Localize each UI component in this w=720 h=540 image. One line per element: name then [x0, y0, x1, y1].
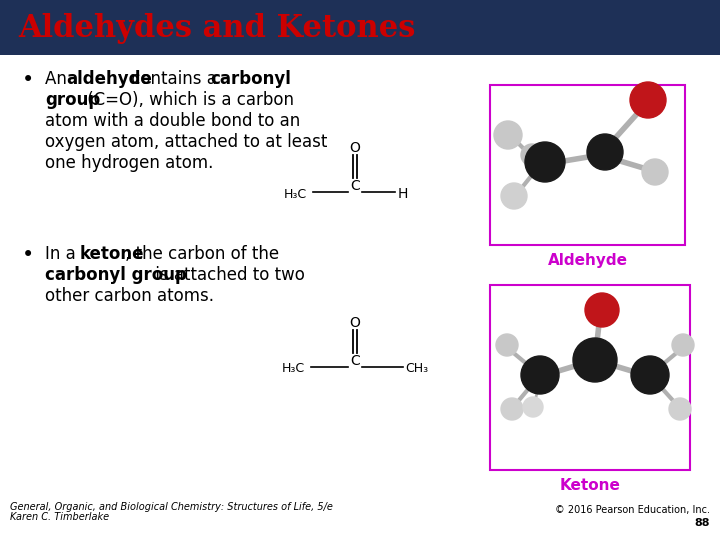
Text: H₃C: H₃C	[284, 187, 307, 200]
Text: C: C	[350, 179, 360, 193]
Text: oxygen atom, attached to at least: oxygen atom, attached to at least	[45, 133, 328, 151]
Text: carbonyl group: carbonyl group	[45, 266, 187, 284]
Text: •: •	[22, 70, 35, 90]
Text: An: An	[45, 70, 72, 88]
Circle shape	[672, 334, 694, 356]
Circle shape	[496, 334, 518, 356]
Circle shape	[631, 356, 669, 394]
Text: ketone: ketone	[80, 245, 145, 263]
Text: O: O	[350, 316, 361, 330]
Text: is attached to two: is attached to two	[150, 266, 305, 284]
Text: atom with a double bond to an: atom with a double bond to an	[45, 112, 300, 130]
Circle shape	[587, 134, 623, 170]
Text: (C=O), which is a carbon: (C=O), which is a carbon	[83, 91, 294, 109]
Text: General, Organic, and Biological Chemistry: Structures of Life, 5/e: General, Organic, and Biological Chemist…	[10, 502, 333, 512]
Text: other carbon atoms.: other carbon atoms.	[45, 287, 214, 305]
Circle shape	[525, 142, 565, 182]
Circle shape	[494, 121, 522, 149]
Bar	[490, 85, 685, 245]
Text: Aldehyde: Aldehyde	[547, 253, 628, 268]
Text: Ketone: Ketone	[559, 478, 621, 493]
Circle shape	[521, 144, 543, 166]
Text: contains a: contains a	[126, 70, 222, 88]
Text: one hydrogen atom.: one hydrogen atom.	[45, 154, 213, 172]
Text: © 2016 Pearson Education, Inc.: © 2016 Pearson Education, Inc.	[555, 505, 710, 515]
Text: Aldehydes and Ketones: Aldehydes and Ketones	[18, 12, 415, 44]
Circle shape	[521, 356, 559, 394]
Circle shape	[573, 338, 617, 382]
Text: O: O	[350, 141, 361, 155]
Text: , the carbon of the: , the carbon of the	[125, 245, 279, 263]
Text: aldehyde: aldehyde	[66, 70, 152, 88]
Text: In a: In a	[45, 245, 81, 263]
Text: group: group	[45, 91, 100, 109]
Bar	[0, 0, 720, 55]
Text: H₃C: H₃C	[282, 362, 305, 375]
Circle shape	[630, 82, 666, 118]
Text: carbonyl: carbonyl	[210, 70, 291, 88]
Circle shape	[669, 398, 691, 420]
Bar	[490, 285, 690, 470]
Circle shape	[501, 398, 523, 420]
Circle shape	[501, 183, 527, 209]
Text: CH₃: CH₃	[405, 362, 428, 375]
Text: H: H	[398, 187, 408, 201]
Text: C: C	[350, 354, 360, 368]
Text: Karen C. Timberlake: Karen C. Timberlake	[10, 512, 109, 522]
Text: 88: 88	[695, 518, 710, 528]
Circle shape	[523, 397, 543, 417]
Circle shape	[642, 159, 668, 185]
Circle shape	[585, 293, 619, 327]
Text: •: •	[22, 245, 35, 265]
